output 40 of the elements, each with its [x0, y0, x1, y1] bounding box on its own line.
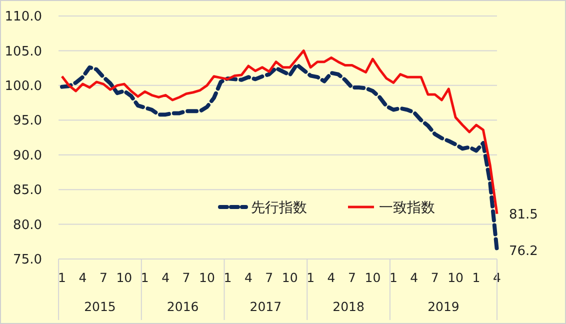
x-tick-label: 10	[116, 270, 132, 285]
y-tick-label: 100.0	[4, 78, 42, 94]
x-tick-label: 4	[410, 270, 418, 285]
line-series	[60, 62, 499, 253]
x-tick-label: 7	[265, 270, 274, 285]
y-tick-label: 110.0	[4, 10, 42, 25]
data-label: 81.5	[509, 207, 538, 222]
x-tick-label: 7	[99, 270, 108, 285]
y-tick-label: 80.0	[13, 218, 42, 233]
line-series	[60, 49, 498, 216]
x-tick-label: 7	[430, 270, 439, 285]
x-tick-label: 10	[199, 270, 215, 285]
x-tick-label: 4	[78, 270, 87, 285]
y-tick-label: 95.0	[13, 114, 42, 129]
y-tick-label: 105.0	[4, 44, 42, 60]
text: 2015	[84, 299, 116, 314]
y-tick-label: 90.0	[13, 148, 42, 164]
x-tick-label: 10	[282, 270, 298, 285]
x-tick-label: 1	[472, 270, 480, 285]
x-tick-label: 4	[327, 270, 336, 285]
text: 2019	[428, 299, 460, 314]
data-label: 76.2	[509, 244, 538, 260]
text: 2018	[332, 299, 364, 314]
text: 2017	[250, 299, 282, 314]
x-tick-label: 1	[306, 270, 315, 285]
x-tick-label: 7	[182, 270, 190, 285]
x-tick-label: 1	[58, 270, 66, 285]
x-tick-label: 1	[224, 270, 232, 285]
legend-label: 先行指数	[251, 200, 307, 216]
x-tick-label: 10	[364, 270, 381, 285]
text: 2016	[166, 299, 199, 314]
x-tick-label: 4	[162, 270, 170, 285]
y-tick-label: 85.0	[13, 183, 42, 198]
x-tick-label: 4	[244, 270, 252, 285]
x-tick-label: 1	[389, 270, 398, 285]
x-tick-label: 10	[448, 270, 464, 285]
y-tick-label: 75.0	[13, 252, 42, 268]
x-tick-label: 7	[348, 270, 356, 285]
legend-label: 一致指数	[379, 200, 435, 216]
x-tick-label: 1	[140, 270, 149, 285]
